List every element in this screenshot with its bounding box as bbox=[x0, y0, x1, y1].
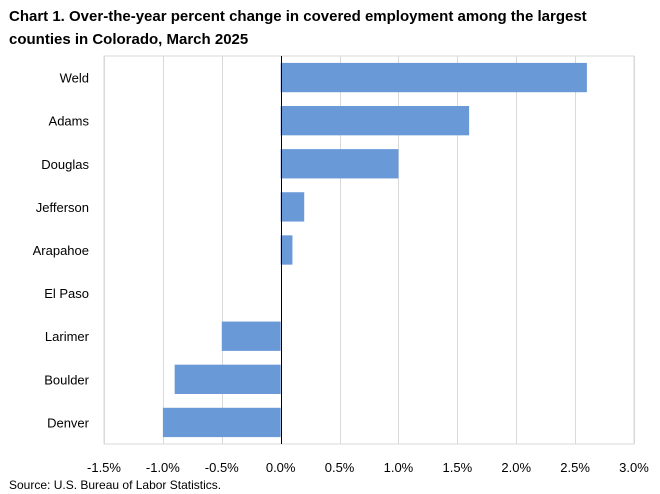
bar-arapahoe bbox=[280, 235, 293, 265]
x-tick-label: -1.5% bbox=[87, 460, 121, 475]
category-label: Arapahoe bbox=[33, 243, 89, 258]
bar-larimer bbox=[221, 321, 281, 351]
bars bbox=[162, 62, 587, 438]
x-tick-label: 0.5% bbox=[325, 460, 355, 475]
chart-title: Chart 1. Over-the-year percent change in… bbox=[9, 8, 587, 48]
bar-denver bbox=[162, 407, 281, 438]
x-tick-label: 0.0% bbox=[266, 460, 296, 475]
x-tick-label: 1.0% bbox=[384, 460, 414, 475]
x-tick-label: -0.5% bbox=[205, 460, 239, 475]
x-tick-label: 3.0% bbox=[619, 460, 649, 475]
category-label: Weld bbox=[60, 71, 89, 86]
category-label: Denver bbox=[47, 415, 90, 430]
category-label: Douglas bbox=[41, 157, 89, 172]
bar-douglas bbox=[280, 149, 399, 179]
category-labels: Weld Adams Douglas Jefferson Arapahoe El Paso… bbox=[33, 71, 90, 431]
bar-jefferson bbox=[280, 192, 305, 222]
x-tick-label: 2.5% bbox=[560, 460, 590, 475]
category-label: Jefferson bbox=[36, 200, 89, 215]
bar-weld bbox=[280, 62, 587, 93]
x-tick-label: -1.0% bbox=[146, 460, 180, 475]
category-label: Larimer bbox=[45, 329, 90, 344]
category-label: Boulder bbox=[44, 372, 89, 387]
x-tick-label: 1.5% bbox=[443, 460, 473, 475]
x-tick-label: 2.0% bbox=[501, 460, 531, 475]
x-tick-labels: -1.5% -1.0% -0.5% 0.0% 0.5% 1.0% 1.5% 2.0% 2.5% 3… bbox=[87, 460, 649, 475]
bar-adams bbox=[280, 106, 470, 136]
category-label: Adams bbox=[49, 114, 90, 129]
source-note: Source: U.S. Bureau of Labor Statistics. bbox=[9, 478, 222, 492]
bar-boulder bbox=[174, 364, 281, 394]
category-label: El Paso bbox=[44, 286, 89, 301]
